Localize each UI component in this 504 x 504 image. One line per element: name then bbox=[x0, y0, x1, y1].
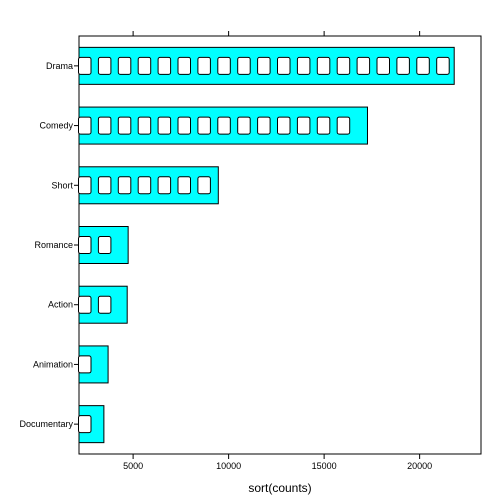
bar-pattern-window bbox=[336, 116, 351, 135]
bar-pattern-window bbox=[177, 56, 191, 75]
y-axis: Documentary Animation Action Romance Short Co… bbox=[19, 61, 79, 429]
bar-pattern-window bbox=[157, 56, 172, 75]
bar-pattern-window bbox=[296, 56, 311, 75]
bar-pattern-window bbox=[316, 56, 331, 75]
bar-romance bbox=[78, 226, 129, 264]
y-tick-label-comedy: Comedy bbox=[39, 121, 73, 131]
bar-pattern-window bbox=[97, 236, 112, 254]
bar-pattern-window bbox=[177, 176, 191, 195]
bar-documentary bbox=[78, 405, 105, 444]
bar-pattern-window bbox=[197, 116, 211, 135]
bar-pattern-window bbox=[78, 116, 92, 135]
bar-animation bbox=[78, 345, 109, 384]
bar-pattern-window bbox=[97, 176, 112, 195]
bar-pattern-window bbox=[296, 116, 311, 135]
y-tick-label-short: Short bbox=[51, 180, 73, 190]
bar-pattern-window bbox=[78, 295, 92, 314]
bar-action bbox=[78, 285, 128, 324]
bar-pattern-window bbox=[376, 56, 390, 75]
bars-layer bbox=[78, 46, 455, 444]
bar-pattern-window bbox=[157, 176, 172, 195]
bar-pattern-window bbox=[336, 56, 351, 75]
bar-pattern-window bbox=[78, 56, 92, 75]
bar-drama bbox=[78, 46, 455, 85]
y-tick-label-documentary: Documentary bbox=[19, 419, 73, 429]
x-tick-label-10000: 10000 bbox=[216, 461, 241, 471]
bar-pattern-window bbox=[117, 116, 132, 135]
bar-pattern-window bbox=[257, 116, 271, 135]
bar-pattern-window bbox=[117, 176, 132, 195]
bar-pattern-window bbox=[237, 116, 251, 135]
bar-pattern-window bbox=[237, 56, 251, 75]
bar-pattern-window bbox=[137, 116, 152, 135]
y-tick-label-romance: Romance bbox=[34, 240, 73, 250]
bar-pattern-window bbox=[416, 56, 430, 75]
bar-pattern-window bbox=[137, 176, 152, 195]
bar-pattern-window bbox=[78, 176, 92, 195]
bar-comedy bbox=[78, 106, 368, 145]
bar-pattern-window bbox=[257, 56, 271, 75]
bar-pattern-window bbox=[217, 56, 231, 75]
bar-pattern-window bbox=[97, 116, 112, 135]
x-axis-title: sort(counts) bbox=[248, 481, 311, 495]
bar-pattern-window bbox=[97, 56, 112, 75]
x-tick-label-20000: 20000 bbox=[407, 461, 432, 471]
bar-pattern-window bbox=[97, 295, 112, 314]
x-axis: 5000 10000 15000 20000 bbox=[123, 31, 432, 471]
bar-pattern-window bbox=[356, 56, 371, 75]
bar-short bbox=[78, 166, 219, 205]
bar-pattern-window bbox=[137, 56, 152, 75]
x-tick-label-5000: 5000 bbox=[123, 461, 143, 471]
bar-pattern-window bbox=[177, 116, 191, 135]
y-tick-label-drama: Drama bbox=[46, 61, 73, 71]
bar-pattern-window bbox=[316, 116, 331, 135]
y-tick-label-animation: Animation bbox=[33, 359, 73, 369]
bar-pattern-window bbox=[157, 116, 172, 135]
plot-frame bbox=[78, 35, 482, 455]
bar-pattern-window bbox=[217, 116, 231, 135]
bar-pattern-window bbox=[78, 236, 92, 254]
bar-pattern-window bbox=[117, 56, 132, 75]
bar-pattern-window bbox=[78, 415, 92, 434]
y-tick-label-action: Action bbox=[48, 300, 73, 310]
bar-pattern-window bbox=[436, 56, 450, 75]
bar-pattern-window bbox=[277, 56, 291, 75]
bar-pattern-window bbox=[277, 116, 291, 135]
bar-pattern-window bbox=[197, 176, 211, 195]
x-tick-label-15000: 15000 bbox=[312, 461, 337, 471]
bar-pattern-window bbox=[396, 56, 410, 75]
bar-pattern-window bbox=[197, 56, 211, 75]
bar-pattern-window bbox=[78, 355, 92, 374]
